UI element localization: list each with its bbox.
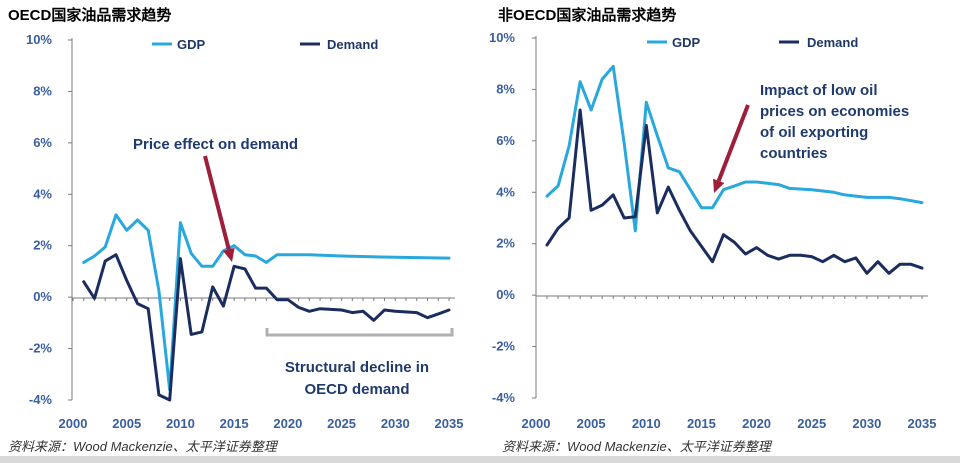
- oecd-x-tick-label: 2005: [112, 416, 141, 431]
- non-oecd-chart-panel: 非OECD国家油品需求趋势 10% 8% 6% 4% 2% 0% -2% -4% 2000 200…: [482, 0, 960, 463]
- non-oecd-x-tick-label: 2025: [797, 416, 826, 431]
- oecd-y-tick-label: 10%: [26, 32, 52, 47]
- oecd-series-demand-line: [82, 253, 451, 402]
- non-oecd-annotation-text: of oil exporting: [760, 124, 868, 141]
- non-oecd-chart-svg: 10% 8% 6% 4% 2% 0% -2% -4% 2000 2005 2010 2015 2020 2…: [489, 30, 937, 431]
- non-oecd-x-tick-label: 2010: [632, 416, 661, 431]
- non-oecd-legend-demand-label: Demand: [807, 35, 858, 50]
- oecd-x-tick-label: 2015: [220, 416, 249, 431]
- oecd-annotation-arrowhead: [222, 247, 235, 262]
- non-oecd-y-tick-label: 2%: [496, 236, 515, 251]
- non-oecd-chart-title: 非OECD国家油品需求趋势: [498, 7, 677, 24]
- non-oecd-x-tick-label: 2035: [908, 416, 937, 431]
- oecd-legend-demand-label: Demand: [327, 37, 378, 52]
- non-oecd-x-tick-label: 2020: [742, 416, 771, 431]
- oecd-x-tick-label: 2030: [381, 416, 410, 431]
- non-oecd-series-gdp-line: [545, 64, 924, 233]
- non-oecd-annotation-text: Impact of low oil: [760, 82, 878, 99]
- oecd-y-tick-label: 2%: [33, 238, 52, 253]
- oecd-x-tick-label: 2035: [435, 416, 464, 431]
- oecd-x-tick-label: 2010: [166, 416, 195, 431]
- oecd-annotation-text: Structural decline in: [285, 359, 429, 376]
- oecd-chart-source: 资料来源：Wood Mackenzie、太平洋证券整理: [8, 439, 277, 454]
- non-oecd-y-tick-label: 6%: [496, 133, 515, 148]
- non-oecd-series-demand-line: [545, 108, 924, 275]
- non-oecd-annotation-arrowhead: [713, 178, 725, 193]
- oecd-x-tick-label: 2000: [59, 416, 88, 431]
- non-oecd-y-tick-label: 4%: [496, 184, 515, 199]
- non-oecd-annotation-text: prices on economies: [760, 103, 909, 120]
- oecd-annotation-arrow: [203, 155, 231, 250]
- non-oecd-chart-source: 资料来源：Wood Mackenzie、太平洋证券整理: [502, 439, 771, 454]
- oecd-y-tick-label: -2%: [29, 341, 53, 356]
- oecd-y-tick-label: 4%: [33, 186, 52, 201]
- non-oecd-y-tick-label: -4%: [492, 390, 516, 405]
- non-oecd-y-tick-label: 0%: [496, 287, 515, 302]
- non-oecd-x-tick-label: 2005: [577, 416, 606, 431]
- non-oecd-y-tick-label: 8%: [496, 81, 515, 96]
- oecd-y-tick-label: 8%: [33, 83, 52, 98]
- oecd-y-tick-label: -4%: [29, 392, 53, 407]
- oecd-chart-panel: OECD国家油品需求趋势 10% 8% 6% 4% 2% 0% -2% -4% 2000 2005…: [0, 0, 476, 463]
- non-oecd-annotation-text: countries: [760, 145, 828, 162]
- non-oecd-x-tick-label: 2015: [687, 416, 716, 431]
- oecd-annotation-text: OECD demand: [304, 381, 409, 398]
- oecd-x-tick-label: 2025: [327, 416, 356, 431]
- oecd-series-gdp-line: [82, 213, 451, 392]
- oecd-y-tick-label: 6%: [33, 135, 52, 150]
- non-oecd-annotation-arrow: [716, 104, 750, 182]
- bottom-divider-bar: [0, 456, 960, 463]
- oecd-chart-svg: 10% 8% 6% 4% 2% 0% -2% -4% 2000 2005 2010 2015 2020 2…: [26, 32, 464, 431]
- oecd-y-tick-label: 0%: [33, 289, 52, 304]
- non-oecd-y-tick-label: 10%: [489, 30, 515, 45]
- non-oecd-legend-gdp-label: GDP: [672, 35, 701, 50]
- oecd-structural-decline-bracket: [265, 328, 454, 337]
- oecd-annotation-text: Price effect on demand: [133, 136, 298, 153]
- non-oecd-x-tick-label: 2030: [852, 416, 881, 431]
- non-oecd-y-tick-label: -2%: [492, 339, 516, 354]
- oecd-legend-gdp-label: GDP: [177, 37, 206, 52]
- oecd-chart-title: OECD国家油品需求趋势: [8, 7, 172, 24]
- non-oecd-x-tick-label: 2000: [522, 416, 551, 431]
- oecd-x-tick-label: 2020: [273, 416, 302, 431]
